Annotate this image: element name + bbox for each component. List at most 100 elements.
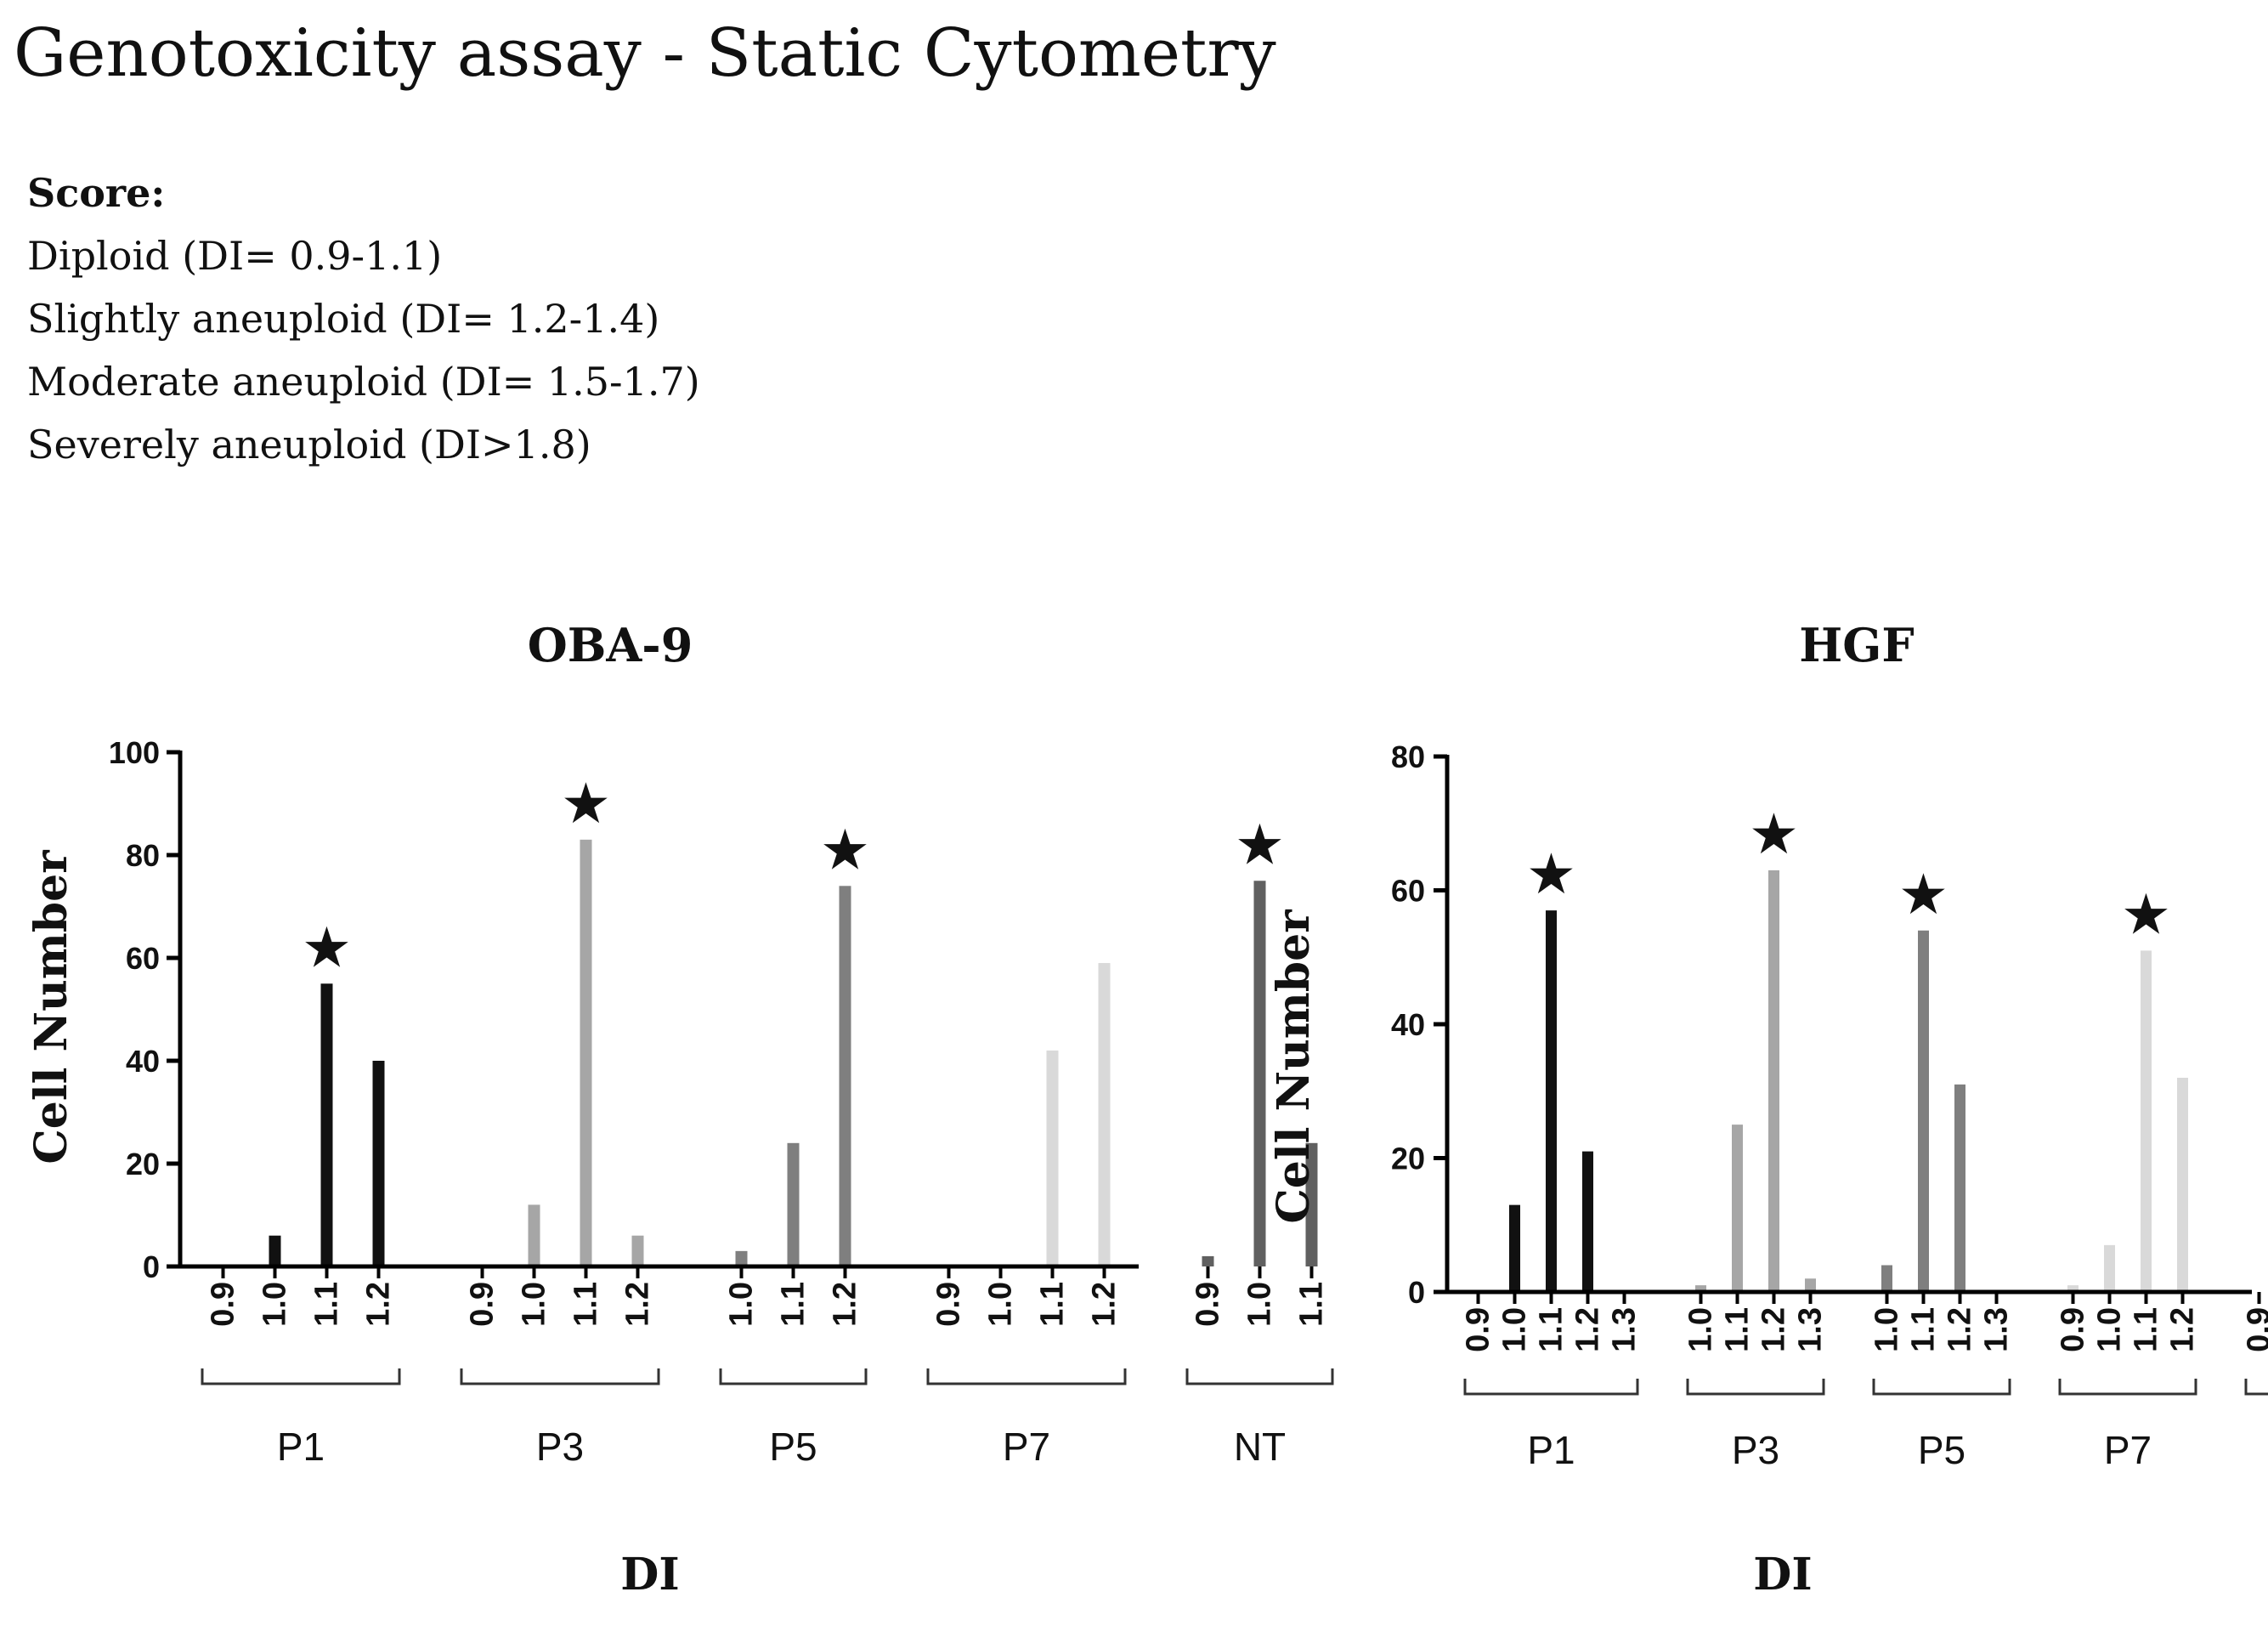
chart-2-x-tick-label-p5-1-0: 1.0 [1869, 1307, 1905, 1352]
chart-2-x-tick-label-p7-1-1: 1.1 [2129, 1307, 2164, 1352]
chart-1-group-label-p7: P7 [1003, 1425, 1050, 1469]
chart-1-y-tick-label-20: 20 [126, 1147, 160, 1181]
chart-2-x-tick-label-p7-1-2: 1.2 [2165, 1307, 2201, 1352]
chart-2-group-bracket-nt [2244, 1379, 2268, 1396]
chart-2-y-axis-label: Cell Number [1268, 909, 1320, 1224]
chart-2-bar-p7-0-9 [2067, 1285, 2079, 1292]
score-line-severely-aneuploid: Severely aneuploid (DI>1.8) [27, 422, 591, 467]
chart-1-bar-p3-1-1 [580, 839, 592, 1266]
chart-1-x-tick-label-p1-1-0: 1.0 [257, 1282, 293, 1327]
chart-2-x-tick-label-p1-1-0: 1.0 [1497, 1307, 1533, 1352]
chart-2-group-label-p7: P7 [2104, 1428, 2152, 1472]
chart-2-bar-p1-1-1 [1546, 910, 1557, 1292]
chart-1-y-tick-label-60: 60 [126, 941, 160, 976]
score-line-slightly-aneuploid: Slightly aneuploid (DI= 1.2-1.4) [27, 296, 660, 342]
chart-1-group-bracket-nt [1185, 1368, 1334, 1385]
chart-1-star-marker-p3: ★ [561, 771, 611, 836]
chart-2-x-tick-label-p5-1-1: 1.1 [1906, 1307, 1942, 1352]
chart-2-y-tick-label-40: 40 [1391, 1007, 1425, 1042]
chart-1-y-tick-label-40: 40 [126, 1044, 160, 1079]
chart-1-bar-nt-0-9 [1202, 1255, 1214, 1266]
chart-1-bar-p3-1-2 [631, 1235, 644, 1266]
chart-2-x-tick-label-p5-1-3: 1.3 [1979, 1307, 2015, 1352]
chart-2-x-tick-label-p3-1-1: 1.1 [1720, 1307, 1756, 1352]
chart-2-bar-p5-1-1 [1918, 930, 1929, 1292]
chart-1-x-tick-label-p7-0-9: 0.9 [931, 1282, 967, 1327]
chart-1-x-tick-label-p3-1-1: 1.1 [568, 1282, 604, 1327]
chart-2-group-label-p3: P3 [1732, 1428, 1779, 1472]
chart-2-bar-p5-1-2 [1954, 1084, 1965, 1292]
chart-1-x-tick-label-p5-1-0: 1.0 [724, 1282, 760, 1327]
chart-2-bar-p3-1-2 [1768, 870, 1779, 1292]
chart-1-y-tick-label-0: 0 [143, 1249, 160, 1284]
chart-1-bar-p5-1-2 [839, 886, 851, 1266]
chart-1-star-marker-p1: ★ [302, 915, 352, 980]
chart-1-group-label-p1: P1 [277, 1425, 325, 1469]
chart-2-bar-p7-1-2 [2177, 1078, 2188, 1292]
chart-2-x-tick-label-p1-1-1: 1.1 [1534, 1307, 1570, 1352]
chart-2-x-tick-label-p5-1-2: 1.2 [1943, 1307, 1978, 1352]
chart-1-bar-p1-1-0 [269, 1235, 281, 1266]
chart-2-star-marker-p7: ★ [2121, 881, 2171, 947]
chart-1-x-tick-label-p5-1-2: 1.2 [828, 1282, 863, 1327]
chart-1-group-label-p3: P3 [536, 1425, 584, 1469]
chart-1-x-tick-label-p7-1-1: 1.1 [1035, 1282, 1071, 1327]
chart-2-y-tick-label-20: 20 [1391, 1142, 1425, 1176]
chart-1-group-bracket-p1 [201, 1368, 401, 1385]
chart-1-bar-p5-1-0 [735, 1250, 748, 1266]
chart-1-star-marker-p5: ★ [820, 817, 870, 882]
chart-2-bar-p1-1-2 [1582, 1151, 1593, 1292]
chart-2-star-marker-p5: ★ [1898, 862, 1948, 927]
chart-2-star-marker-p1: ★ [1526, 841, 1576, 907]
chart-2-y-tick-label-60: 60 [1391, 874, 1425, 909]
chart-1-x-tick-label-p3-1-0: 1.0 [517, 1282, 552, 1327]
chart-1-x-tick-label-p1-0-9: 0.9 [206, 1282, 241, 1327]
chart-1-bar-nt-1-1 [1305, 1142, 1318, 1266]
score-line-moderate-aneuploid: Moderate aneuploid (DI= 1.5-1.7) [27, 359, 700, 405]
chart-2-x-tick-label-p3-1-3: 1.3 [1793, 1307, 1829, 1352]
chart-2-star-marker-p3: ★ [1749, 802, 1799, 867]
chart-2-bar-p7-1-1 [2141, 950, 2152, 1292]
score-heading: Score: [27, 170, 166, 216]
score-legend: Score: Diploid (DI= 0.9-1.1) Slightly an… [27, 161, 700, 476]
chart-2-bar-p3-1-3 [1805, 1278, 1816, 1292]
chart-1-bar-p5-1-1 [787, 1142, 800, 1266]
chart-1-bar-nt-1-0 [1253, 881, 1266, 1266]
chart-1-bar-p3-1-0 [528, 1204, 540, 1266]
chart-2-y-tick-label-0: 0 [1408, 1275, 1425, 1310]
chart-1-x-tick-label-nt-0-9: 0.9 [1191, 1282, 1226, 1327]
chart-2-x-tick-label-p3-1-2: 1.2 [1756, 1307, 1792, 1352]
chart-1-x-tick-label-p1-1-1: 1.1 [309, 1282, 345, 1327]
chart-1-x-axis-label: DI [620, 1549, 679, 1601]
chart-2-bar-p1-1-0 [1509, 1204, 1520, 1292]
chart-2-bar-p3-1-0 [1695, 1285, 1706, 1292]
chart-1-group-bracket-p5 [719, 1368, 868, 1385]
chart-1-x-tick-label-nt-1-1: 1.1 [1294, 1282, 1330, 1327]
chart-1-x-tick-label-p3-0-9: 0.9 [465, 1282, 501, 1327]
chart-1-x-tick-label-p1-1-2: 1.2 [361, 1282, 397, 1327]
chart-2-x-tick-label-p1-1-3: 1.3 [1607, 1307, 1643, 1352]
chart-1-x-tick-label-p3-1-2: 1.2 [620, 1282, 656, 1327]
chart-2-x-tick-label-p1-1-2: 1.2 [1570, 1307, 1606, 1352]
chart-1-group-bracket-p7 [926, 1368, 1127, 1385]
chart-1-title: OBA-9 [528, 618, 693, 672]
chart-1-bar-p1-1-2 [372, 1061, 385, 1266]
chart-2-bar-p7-1-0 [2104, 1244, 2115, 1292]
score-line-diploid: Diploid (DI= 0.9-1.1) [27, 233, 443, 279]
chart-1-x-tick-label-p7-1-2: 1.2 [1087, 1282, 1123, 1327]
chart-1-x-tick-label-p5-1-1: 1.1 [776, 1282, 812, 1327]
chart-2-x-tick-label-nt-0-9: 0.9 [2242, 1307, 2268, 1352]
chart-1-y-tick-label-80: 80 [126, 838, 160, 873]
chart-2-group-bracket-p5 [1872, 1379, 2011, 1396]
page-title: Genotoxicity assay - Static Cytometry [14, 15, 1276, 92]
chart-1-y-tick-label-100: 100 [109, 735, 160, 770]
chart-2-group-bracket-p1 [1463, 1379, 1639, 1396]
chart-1-star-marker-nt: ★ [1235, 812, 1285, 877]
chart-1-x-tick-label-p7-1-0: 1.0 [983, 1282, 1019, 1327]
chart-1-group-label-p5: P5 [769, 1425, 817, 1469]
chart-2-x-axis-label: DI [1753, 1549, 1812, 1601]
chart-2-group-label-p5: P5 [1918, 1428, 1965, 1472]
chart-2-y-tick-label-80: 80 [1391, 739, 1425, 774]
chart-2-group-bracket-p3 [1686, 1379, 1825, 1396]
